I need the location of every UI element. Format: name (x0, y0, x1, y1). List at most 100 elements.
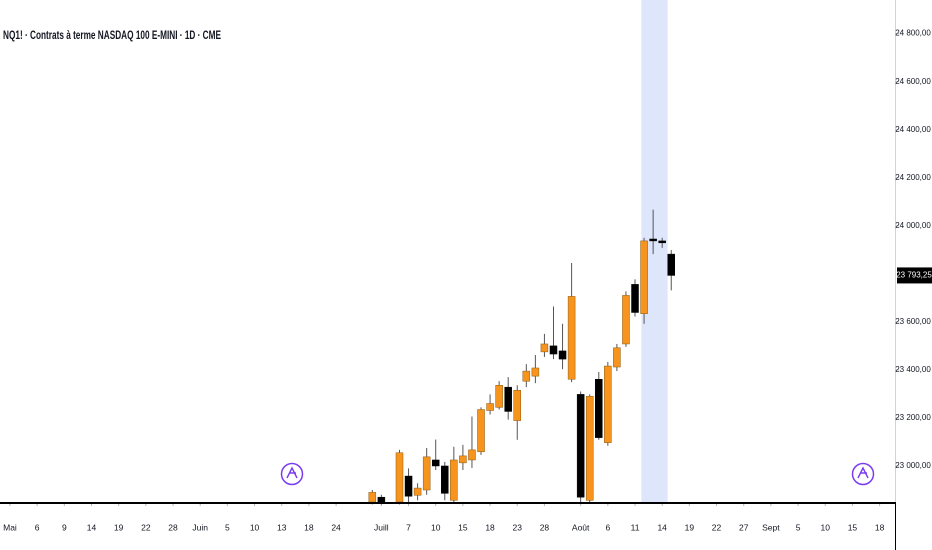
candle (422, 447, 431, 495)
candle (613, 343, 621, 372)
candle-body (486, 403, 494, 411)
candle-body (504, 386, 512, 412)
candle-body (613, 347, 621, 368)
x-tick-label: 19 (114, 522, 124, 532)
candle-body (495, 385, 503, 408)
y-tick-label: 23 200,00 (895, 413, 931, 422)
candle (522, 364, 531, 388)
candle (540, 333, 549, 357)
candle-body (441, 465, 449, 494)
x-tick-label: 18 (485, 522, 495, 532)
y-tick-label: 24 600,00 (895, 77, 931, 86)
candle (459, 444, 467, 471)
x-tick-label: 28 (168, 522, 178, 532)
candle (531, 355, 540, 384)
x-tick-label: 10 (821, 522, 831, 532)
x-tick-label: 23 (513, 522, 523, 532)
candle-body (477, 409, 485, 453)
x-tick-label: 15 (458, 522, 468, 532)
candle-body (631, 284, 639, 313)
y-tick-label: 23 400,00 (895, 365, 931, 374)
event-marker (851, 462, 875, 486)
x-tick-label: 24 (331, 522, 341, 532)
x-tick-label: 6 (35, 522, 40, 532)
candle-body (540, 343, 549, 353)
candle (595, 372, 603, 440)
candle (649, 209, 657, 255)
candle-body (595, 379, 603, 438)
y-tick-label: 23 600,00 (895, 317, 931, 326)
candle (667, 250, 675, 291)
x-tick-label: 7 (406, 522, 411, 532)
x-tick-label: 6 (605, 522, 610, 532)
x-tick-label: 18 (875, 522, 885, 532)
x-tick-label: 14 (657, 522, 667, 532)
candle-body (513, 390, 522, 421)
x-tick-label: 9 (62, 522, 67, 532)
candle-body (585, 396, 594, 501)
candle-body (567, 296, 576, 380)
x-tick-label: 15 (848, 522, 858, 532)
x-tick-label: 22 (141, 522, 151, 532)
candle-body (450, 459, 458, 501)
candle (622, 291, 630, 347)
candle (395, 449, 404, 505)
x-tick-label: 10 (250, 522, 260, 532)
candle (640, 237, 648, 324)
candle-body (522, 370, 531, 382)
candle-body (658, 240, 666, 244)
candle-body (622, 295, 630, 345)
x-tick-label: 10 (431, 522, 441, 532)
x-tick-label: 13 (277, 522, 287, 532)
candle-body (413, 487, 422, 496)
candle (477, 407, 485, 455)
candle-body (459, 455, 467, 464)
candle (495, 381, 503, 410)
candle-body (468, 449, 476, 461)
candle (404, 468, 413, 504)
x-tick-label: 28 (540, 522, 550, 532)
candle (413, 483, 422, 501)
x-tick-label: Sept (762, 522, 780, 532)
candle (604, 361, 612, 446)
x-tick-label: 19 (685, 522, 695, 532)
candle (513, 385, 522, 440)
y-tick-label: 24 000,00 (895, 221, 931, 230)
candle-body (377, 496, 386, 503)
price-label-box (897, 267, 932, 284)
candle-body (422, 456, 431, 491)
candle (504, 377, 512, 420)
candle-body (576, 394, 585, 498)
candle (567, 263, 576, 383)
x-tick-label: 27 (739, 522, 749, 532)
chart-title: NQ1! · Contrats à terme NASDAQ 100 E-MIN… (3, 28, 221, 42)
y-tick-label: 24 400,00 (895, 125, 931, 134)
candle (486, 394, 494, 415)
candle-body (640, 240, 648, 314)
x-tick-label: 5 (225, 522, 230, 532)
x-tick-label: 5 (796, 522, 801, 532)
candle (658, 237, 666, 248)
candle-body (558, 350, 567, 360)
candle (558, 323, 567, 370)
candle (450, 446, 458, 504)
y-tick-label: 23 000,00 (895, 461, 931, 470)
price-label: 23 793,25 (896, 271, 932, 280)
x-tick-label: 18 (304, 522, 314, 532)
event-marker (280, 462, 304, 486)
candle-body (531, 367, 540, 377)
candle-body (431, 459, 440, 467)
candle-body (649, 238, 657, 242)
x-axis-line (0, 502, 895, 504)
y-tick-label: 24 800,00 (895, 29, 931, 38)
candle-body (667, 253, 675, 276)
candle (585, 394, 594, 503)
candle (441, 461, 449, 501)
candle-body (404, 475, 413, 497)
x-tick-label: Août (572, 522, 590, 532)
candle (549, 306, 558, 360)
x-tick-label: Mai (3, 522, 17, 532)
x-tick-label: Juill (374, 522, 389, 532)
candle (431, 439, 440, 471)
